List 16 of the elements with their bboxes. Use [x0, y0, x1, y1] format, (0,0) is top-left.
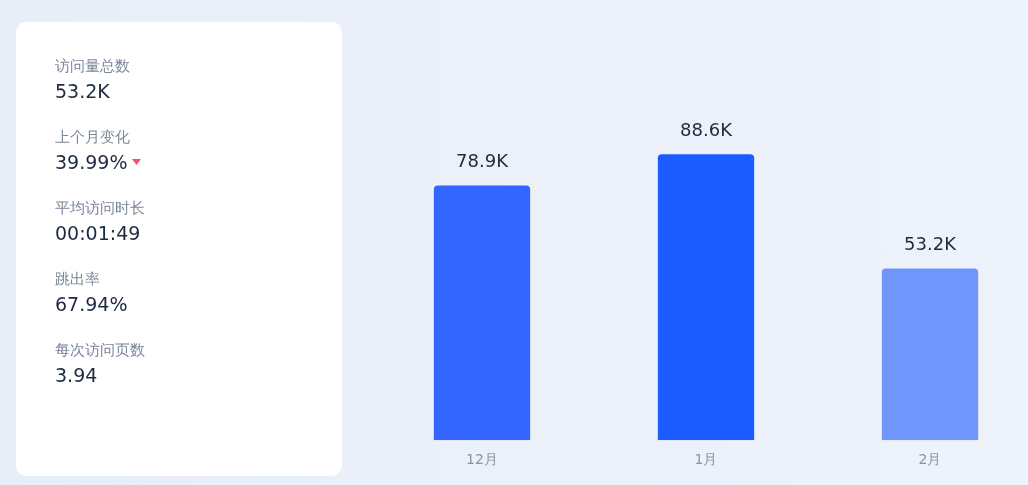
text: 上个月变化	[55, 127, 131, 148]
data-label: 88.6K	[680, 118, 734, 140]
x-tick-label: 2月	[918, 451, 942, 468]
text: 00:01:49	[55, 221, 141, 246]
x-tick-label: 1月	[694, 451, 718, 468]
data-label: 78.9K	[456, 150, 510, 172]
x-tick-label: 12月	[466, 451, 498, 468]
text: 67.94%	[55, 292, 128, 317]
text: 访问量总数	[55, 56, 130, 77]
text: 53.2K	[55, 79, 110, 104]
text: 3.94	[55, 363, 98, 388]
text: 每次访问页数	[55, 340, 145, 361]
text: 平均访问时长	[55, 198, 145, 219]
text: 跳出率	[55, 269, 101, 290]
text: 39.99%	[55, 150, 128, 175]
data-label: 53.2K	[904, 233, 958, 255]
